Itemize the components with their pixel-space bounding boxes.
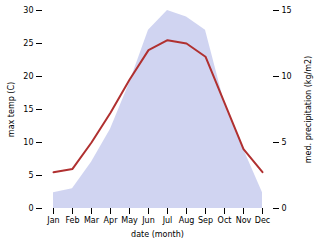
svg-text:25: 25 bbox=[23, 39, 33, 48]
svg-text:0: 0 bbox=[282, 204, 287, 213]
svg-text:May: May bbox=[121, 216, 138, 225]
svg-text:date (month): date (month) bbox=[131, 230, 184, 239]
svg-text:Oct: Oct bbox=[218, 216, 232, 225]
svg-text:med. precipitation (kg/m2): med. precipitation (kg/m2) bbox=[304, 56, 313, 163]
svg-text:0: 0 bbox=[28, 204, 33, 213]
svg-text:20: 20 bbox=[23, 72, 33, 81]
svg-text:max temp (C): max temp (C) bbox=[7, 82, 16, 137]
svg-text:10: 10 bbox=[282, 72, 292, 81]
svg-text:Jul: Jul bbox=[162, 216, 173, 225]
svg-text:Nov: Nov bbox=[236, 216, 252, 225]
svg-text:Apr: Apr bbox=[104, 216, 119, 225]
svg-text:15: 15 bbox=[23, 105, 33, 114]
svg-text:Jun: Jun bbox=[141, 216, 155, 225]
svg-text:Sep: Sep bbox=[198, 216, 213, 225]
svg-text:Mar: Mar bbox=[84, 216, 100, 225]
svg-text:5: 5 bbox=[282, 138, 287, 147]
svg-text:Jan: Jan bbox=[46, 216, 59, 225]
svg-text:10: 10 bbox=[23, 138, 33, 147]
svg-text:Aug: Aug bbox=[179, 216, 195, 225]
svg-text:15: 15 bbox=[282, 6, 292, 15]
svg-text:5: 5 bbox=[28, 171, 33, 180]
svg-text:Dec: Dec bbox=[255, 216, 270, 225]
svg-text:Feb: Feb bbox=[65, 216, 79, 225]
svg-text:30: 30 bbox=[23, 6, 33, 15]
